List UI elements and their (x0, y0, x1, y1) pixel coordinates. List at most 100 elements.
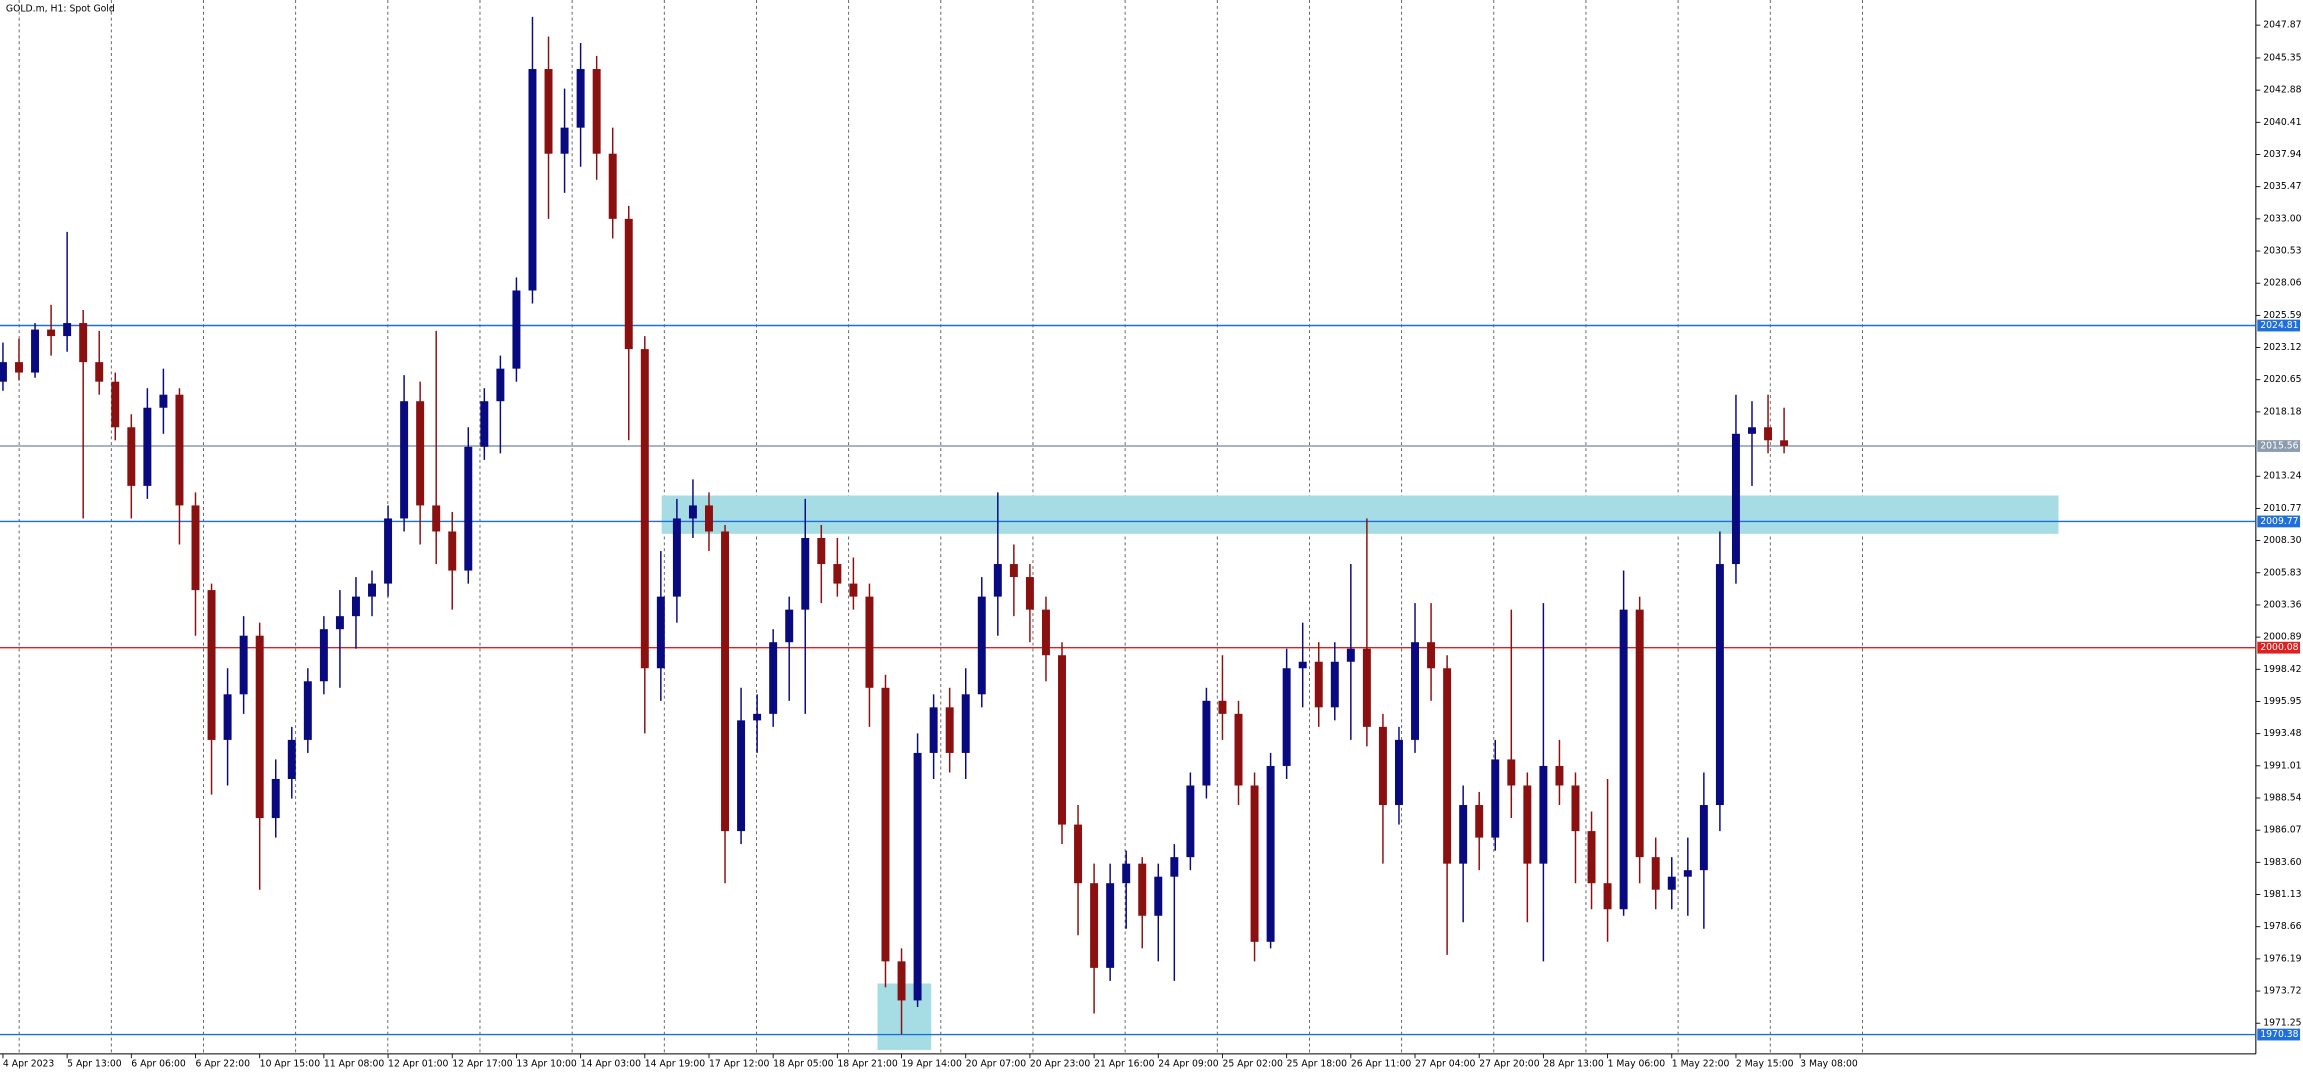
x-tick-label: 1 May 06:00 (1608, 1059, 1666, 1070)
y-tick-label: 2033.00 (2263, 213, 2301, 224)
candle-body (1635, 609, 1644, 858)
price-level-tag (2257, 515, 2301, 528)
y-tick-label: 2000.89 (2263, 632, 2301, 643)
candle-body (271, 778, 280, 819)
x-tick-label: 20 Apr 07:00 (966, 1059, 1027, 1070)
x-tick-label: 28 Apr 13:00 (1543, 1059, 1604, 1070)
candle-body (480, 401, 489, 447)
candle-body (1539, 765, 1548, 864)
price-level-label: 2024.81 (2260, 320, 2298, 331)
candle-body (897, 961, 906, 1001)
x-tick-label: 11 Apr 08:00 (324, 1059, 385, 1070)
candle-body (448, 531, 457, 571)
y-tick-label: 2023.12 (2263, 342, 2301, 353)
candle-body (1667, 876, 1676, 890)
y-tick-label: 1998.42 (2263, 664, 2301, 675)
candle-body (1475, 805, 1484, 838)
candle-body (833, 564, 842, 584)
y-tick-label: 2018.18 (2263, 406, 2301, 417)
x-tick-label: 1 May 22:00 (1672, 1059, 1730, 1070)
candle-body (1250, 785, 1259, 942)
candle-body (705, 505, 713, 532)
candle-body (1443, 668, 1452, 864)
candle-body (1587, 831, 1596, 884)
candle-body (1394, 739, 1403, 806)
y-tick-label: 2010.77 (2263, 503, 2301, 514)
y-tick-label: 2013.24 (2263, 471, 2301, 482)
candle-body (111, 381, 120, 428)
y-tick-label: 1988.54 (2263, 792, 2301, 803)
x-tick-label: 18 Apr 05:00 (773, 1059, 834, 1070)
y-tick-label: 2047.87 (2263, 20, 2301, 31)
candle-body (544, 69, 553, 154)
x-tick-label: 13 Apr 10:00 (516, 1059, 577, 1070)
candle-body (368, 583, 376, 597)
candle-body (464, 446, 473, 571)
x-tick-label: 4 Apr 2023 (3, 1059, 54, 1070)
x-tick-label: 24 Apr 09:00 (1158, 1059, 1219, 1070)
x-tick-label: 14 Apr 03:00 (581, 1059, 642, 1070)
chart-title: GOLD.m, H1: Spot Gold (6, 3, 115, 14)
x-tick-label: 5 Apr 13:00 (67, 1059, 122, 1070)
x-tick-label: 14 Apr 19:00 (645, 1059, 706, 1070)
candle-body (1170, 857, 1179, 877)
candle-body (1748, 427, 1756, 434)
y-tick-label: 1983.60 (2263, 857, 2301, 868)
candle-body (31, 329, 40, 373)
candle-body (207, 590, 216, 740)
candle-body (849, 583, 858, 597)
candle-body (1202, 700, 1211, 786)
candle-body (79, 323, 88, 363)
x-tick-label: 27 Apr 04:00 (1415, 1059, 1476, 1070)
x-tick-label: 25 Apr 18:00 (1287, 1059, 1348, 1070)
candle-body (1234, 713, 1243, 786)
candle-body (319, 629, 328, 682)
candle-body (303, 681, 312, 740)
candle-body (175, 394, 184, 506)
y-tick-label: 1993.48 (2263, 728, 2301, 739)
candle-body (1090, 883, 1099, 968)
candle-body (945, 707, 954, 753)
y-tick-label: 1991.01 (2263, 760, 2301, 771)
candle-body (1314, 661, 1323, 708)
candle-body (913, 752, 922, 1001)
candle-body (15, 362, 23, 373)
candle-body (1362, 648, 1371, 727)
candle-body (0, 362, 7, 382)
price-level-label: 1970.38 (2260, 1029, 2298, 1040)
candle-body (737, 720, 746, 832)
candle-body (127, 427, 136, 486)
candle-body (753, 713, 762, 721)
candle-body (223, 694, 232, 740)
y-tick-label: 2028.06 (2263, 278, 2301, 289)
y-tick-label: 2025.59 (2263, 310, 2301, 321)
candle-body (624, 218, 633, 350)
candle-body (1138, 863, 1147, 916)
y-tick-label: 1995.95 (2263, 696, 2301, 707)
candle-body (1266, 765, 1275, 942)
candle-body (1186, 785, 1195, 858)
y-tick-label: 1973.72 (2263, 986, 2301, 997)
candle-body (1154, 876, 1163, 916)
candle-body (1731, 433, 1740, 565)
candle-body (528, 69, 537, 291)
candle-body (191, 505, 200, 591)
y-tick-label: 1976.19 (2263, 953, 2301, 964)
candle-body (63, 323, 72, 337)
candle-body (1411, 642, 1420, 740)
candle-body (1106, 883, 1115, 968)
candle-body (1330, 661, 1339, 708)
candle-body (335, 616, 344, 630)
y-tick-label: 2040.41 (2263, 117, 2301, 128)
x-tick-label: 3 May 08:00 (1800, 1059, 1858, 1070)
candle-body (95, 362, 104, 382)
candle-body (560, 127, 569, 154)
y-tick-label: 1981.13 (2263, 889, 2301, 900)
y-tick-label: 2030.53 (2263, 246, 2301, 257)
candle-body (1025, 577, 1034, 610)
candle-body (512, 290, 521, 369)
x-tick-label: 12 Apr 01:00 (388, 1059, 449, 1070)
y-tick-label: 2005.83 (2263, 567, 2301, 578)
candle-body (1715, 564, 1724, 806)
